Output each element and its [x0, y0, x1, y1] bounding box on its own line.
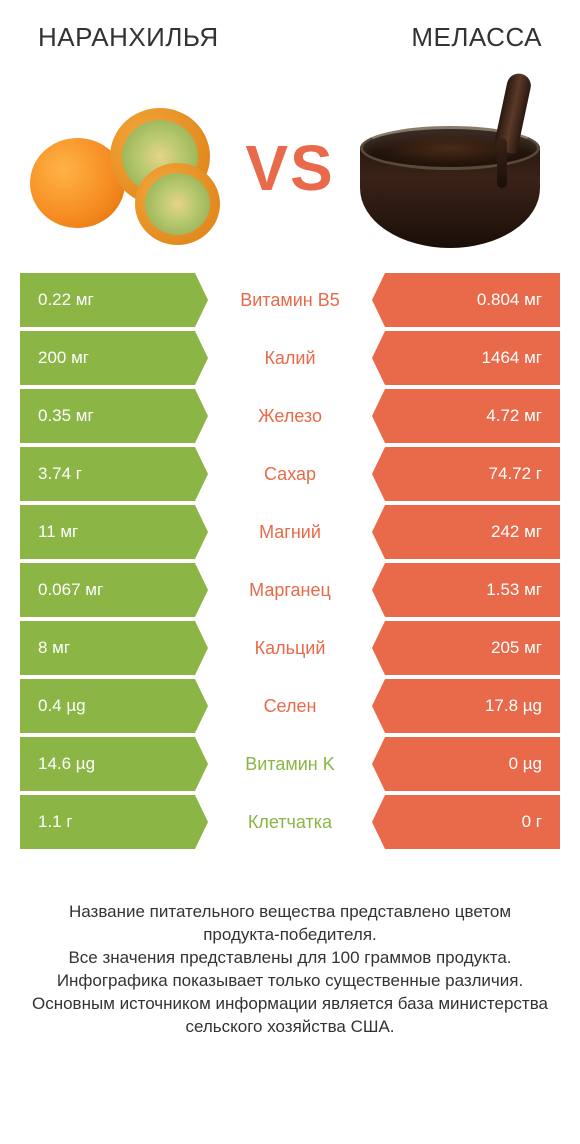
images-row: VS: [0, 63, 580, 273]
left-value: 14.6 µg: [38, 754, 95, 774]
right-value-cell: 205 мг: [385, 621, 560, 675]
right-value-cell: 1464 мг: [385, 331, 560, 385]
molasses-icon: [345, 78, 555, 258]
left-value-cell: 0.22 мг: [20, 273, 195, 327]
right-value: 0.804 мг: [477, 290, 542, 310]
left-value: 11 мг: [38, 522, 78, 542]
right-value: 17.8 µg: [485, 696, 542, 716]
right-value: 0 г: [522, 812, 542, 832]
nutrient-name: Клетчатка: [195, 795, 385, 849]
left-value: 0.067 мг: [38, 580, 103, 600]
left-value-cell: 0.35 мг: [20, 389, 195, 443]
right-value-cell: 242 мг: [385, 505, 560, 559]
left-value-cell: 200 мг: [20, 331, 195, 385]
right-value-cell: 0.804 мг: [385, 273, 560, 327]
right-value-cell: 0 µg: [385, 737, 560, 791]
footer-line: Основным источником информации является …: [30, 993, 550, 1039]
left-value: 3.74 г: [38, 464, 82, 484]
nutrient-name: Марганец: [195, 563, 385, 617]
left-value: 0.22 мг: [38, 290, 94, 310]
right-value: 205 мг: [491, 638, 542, 658]
nutrient-name: Магний: [195, 505, 385, 559]
left-value-cell: 0.067 мг: [20, 563, 195, 617]
right-value: 1.53 мг: [486, 580, 542, 600]
left-value-cell: 1.1 г: [20, 795, 195, 849]
footer-line: Инфографика показывает только существенн…: [30, 970, 550, 993]
comparison-row: 0.35 мг Железо 4.72 мг: [20, 389, 560, 443]
comparison-row: 200 мг Калий 1464 мг: [20, 331, 560, 385]
right-value: 4.72 мг: [486, 406, 542, 426]
nutrient-name: Витамин K: [195, 737, 385, 791]
nutrient-name: Селен: [195, 679, 385, 733]
left-value-cell: 0.4 µg: [20, 679, 195, 733]
footer-line: Название питательного вещества представл…: [30, 901, 550, 947]
right-value: 242 мг: [491, 522, 542, 542]
left-value-cell: 8 мг: [20, 621, 195, 675]
comparison-row: 0.067 мг Марганец 1.53 мг: [20, 563, 560, 617]
comparison-row: 1.1 г Клетчатка 0 г: [20, 795, 560, 849]
comparison-row: 14.6 µg Витамин K 0 µg: [20, 737, 560, 791]
right-value-cell: 17.8 µg: [385, 679, 560, 733]
left-value-cell: 11 мг: [20, 505, 195, 559]
right-value-cell: 0 г: [385, 795, 560, 849]
comparison-row: 3.74 г Сахар 74.72 г: [20, 447, 560, 501]
right-value: 0 µg: [509, 754, 542, 774]
product-left-title: НАРАНХИЛЬЯ: [38, 22, 219, 53]
nutrient-name: Сахар: [195, 447, 385, 501]
naranjilla-icon: [30, 88, 230, 248]
footer-line: Все значения представлены для 100 граммо…: [30, 947, 550, 970]
nutrient-name: Кальций: [195, 621, 385, 675]
left-value: 0.4 µg: [38, 696, 86, 716]
right-value: 1464 мг: [482, 348, 542, 368]
comparison-table: 0.22 мг Витамин B5 0.804 мг 200 мг Калий 1464…: [0, 273, 580, 849]
nutrient-name: Витамин B5: [195, 273, 385, 327]
right-value-cell: 4.72 мг: [385, 389, 560, 443]
product-right-title: МЕЛАССА: [411, 22, 542, 53]
comparison-row: 11 мг Магний 242 мг: [20, 505, 560, 559]
vs-label: VS: [239, 131, 340, 205]
left-value-cell: 14.6 µg: [20, 737, 195, 791]
right-value-cell: 74.72 г: [385, 447, 560, 501]
left-value-cell: 3.74 г: [20, 447, 195, 501]
header: НАРАНХИЛЬЯ МЕЛАССА: [0, 0, 580, 63]
comparison-row: 0.22 мг Витамин B5 0.804 мг: [20, 273, 560, 327]
nutrient-name: Калий: [195, 331, 385, 385]
right-value-cell: 1.53 мг: [385, 563, 560, 617]
product-left-image: [20, 88, 239, 248]
left-value: 8 мг: [38, 638, 70, 658]
product-right-image: [341, 78, 560, 258]
comparison-row: 8 мг Кальций 205 мг: [20, 621, 560, 675]
left-value: 1.1 г: [38, 812, 73, 832]
nutrient-name: Железо: [195, 389, 385, 443]
left-value: 200 мг: [38, 348, 89, 368]
right-value: 74.72 г: [489, 464, 542, 484]
left-value: 0.35 мг: [38, 406, 94, 426]
comparison-row: 0.4 µg Селен 17.8 µg: [20, 679, 560, 733]
footer-notes: Название питательного вещества представл…: [0, 853, 580, 1039]
